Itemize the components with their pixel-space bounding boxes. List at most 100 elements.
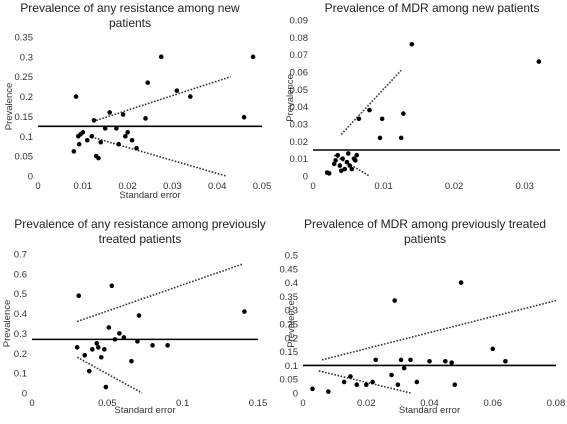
panel-4-x-tick-label: 0.06 — [484, 398, 503, 409]
panel-4-data-point — [389, 372, 394, 378]
panel-1-data-point — [143, 116, 148, 121]
panel-3-data-point — [94, 341, 100, 346]
panel-2-data-point — [333, 158, 338, 163]
panel-1-data-point — [73, 94, 79, 99]
panel-2-y-tick-label: 0.02 — [290, 137, 309, 148]
panel-2-data-point — [409, 41, 415, 47]
panel-2-data-point — [347, 163, 352, 168]
panel-3-data-point — [103, 384, 109, 390]
panel-2-funnel-upper-line — [340, 69, 402, 135]
panel-4-y-axis-label: Prevalence — [286, 300, 297, 348]
panel-2-y-tick-label: 0.09 — [290, 16, 309, 27]
panel-2-data-point — [379, 116, 385, 122]
panel-4-data-point — [398, 357, 404, 363]
panel-4-data-point — [452, 382, 458, 388]
panel-2-data-point — [337, 163, 343, 168]
panel-2-y-tick-label: 0.08 — [290, 33, 309, 44]
panel-4-data-point — [348, 374, 353, 379]
panel-4-data-point — [326, 389, 331, 394]
panel-3-data-point — [136, 313, 142, 318]
panel-1-x-axis-label: Standard error — [119, 190, 180, 201]
panel-4-y-tick-label: 0.1 — [285, 361, 298, 372]
panel-2-y-tick-label: 0 — [303, 172, 308, 183]
panel-1-data-point — [174, 88, 180, 93]
panel-4-y-tick-label: 0.15 — [280, 347, 299, 358]
panel-1-data-point — [84, 137, 90, 143]
panel-3-y-tick-label: 0.5 — [14, 289, 27, 300]
panel-1-y-tick-label: 0.15 — [15, 112, 34, 123]
panel-1-y-axis-label: Prevalence — [4, 83, 15, 131]
panel-1-x-tick-label: 0.05 — [253, 181, 272, 192]
panel-4-y-tick-label: 0.5 — [285, 251, 298, 262]
panel-1-data-point — [241, 114, 247, 120]
panel-2-data-point — [398, 135, 404, 141]
panel-3-y-tick-label: 0.3 — [14, 329, 27, 340]
panel-4-y-tick-label: 0 — [293, 389, 298, 400]
panel-2-x-tick-label: 0.03 — [515, 181, 534, 192]
panel-3-data-point — [106, 325, 112, 330]
panel-4-data-point — [490, 346, 496, 352]
panel-1-funnel-lower-line — [91, 136, 227, 177]
panel-4-x-axis-label: Standard error — [399, 405, 460, 416]
panel-1-title-line: Prevalence of any resistance among new — [20, 1, 240, 15]
panel-4-data-point — [443, 358, 448, 364]
panel-4-title-line: patients — [404, 232, 446, 246]
panel-3-data-point — [135, 339, 140, 344]
panel-1-y-tick-label: 0.35 — [15, 33, 34, 44]
panel-4-x-tick-label: 0.04 — [420, 398, 439, 409]
panel-3-data-point — [102, 347, 107, 352]
panel-3-y-tick-label: 0.1 — [14, 369, 27, 380]
panel-1-y-tick-label: 0 — [28, 172, 33, 183]
panel-3-data-point — [150, 343, 155, 348]
panel-3-x-tick-label: 0.05 — [98, 398, 117, 409]
panel-1-data-point — [102, 126, 108, 131]
panel-2-data-point — [367, 107, 372, 113]
panel-3-data-point — [165, 343, 170, 348]
panel-3-x-tick-label: 0.15 — [249, 398, 268, 409]
panel-4-data-point — [395, 382, 401, 388]
panel-3-y-tick-label: 0.6 — [14, 269, 27, 280]
panel-1-data-point — [96, 155, 101, 161]
panel-4-x-tick-label: 0 — [300, 398, 305, 409]
panel-4-funnel-upper-line — [321, 299, 557, 361]
panel-3-data-point — [89, 347, 95, 352]
panel-3-y-tick-label: 0.2 — [14, 349, 27, 360]
panel-4-y-tick-label: 0.3 — [285, 306, 298, 317]
panel-2-y-tick-label: 0.05 — [290, 85, 309, 96]
panel-3-data-point — [99, 354, 104, 360]
panel-1-data-point — [116, 141, 121, 147]
panel-2-data-point — [335, 152, 341, 158]
panel-3-title-line: treated patients — [99, 232, 182, 246]
panel-4-data-point — [401, 365, 407, 371]
panel-1-y-tick-label: 0.3 — [20, 52, 33, 63]
panel-2-data-point — [377, 135, 383, 141]
panel-4-x-tick-label: 0.02 — [357, 398, 376, 409]
panel-4-data-point — [427, 358, 432, 364]
panel-4-data-point — [373, 357, 379, 363]
panel-1-funnel-upper-line — [95, 75, 231, 122]
panel-3-y-tick-label: 0 — [22, 389, 27, 400]
panel-3-funnel-upper-line — [76, 263, 244, 323]
panel-4-title-line: Prevalence of MDR among previously treat… — [304, 217, 546, 231]
panel-1-data-point — [89, 133, 95, 139]
panel-1-data-point — [125, 130, 130, 135]
panel-2-y-tick-label: 0.07 — [290, 50, 309, 61]
panel-1-data-point — [250, 54, 256, 60]
panel-2-x-tick-label: 0.01 — [374, 181, 393, 192]
panel-1-data-point — [188, 94, 193, 99]
panel-2-data-point — [345, 151, 351, 156]
panel-4-data-point — [370, 379, 375, 385]
panel-1-data-point — [158, 54, 164, 60]
panel-2-data-point — [340, 156, 345, 161]
panel-2-y-tick-label: 0.06 — [290, 68, 309, 79]
panel-1-data-point — [107, 110, 112, 115]
panel-4-data-point — [341, 379, 347, 385]
panel-2-x-tick-label: 0.02 — [445, 181, 464, 192]
panel-2-data-point — [342, 166, 348, 172]
panel-4-data-point — [392, 298, 398, 303]
panel-3-x-axis-label: Standard error — [114, 405, 175, 416]
panel-3-data-point — [95, 345, 101, 350]
panel-4-data-point — [363, 382, 369, 388]
panel-3-x-tick-label: 0 — [29, 398, 34, 409]
panel-2-data-point — [353, 158, 358, 163]
